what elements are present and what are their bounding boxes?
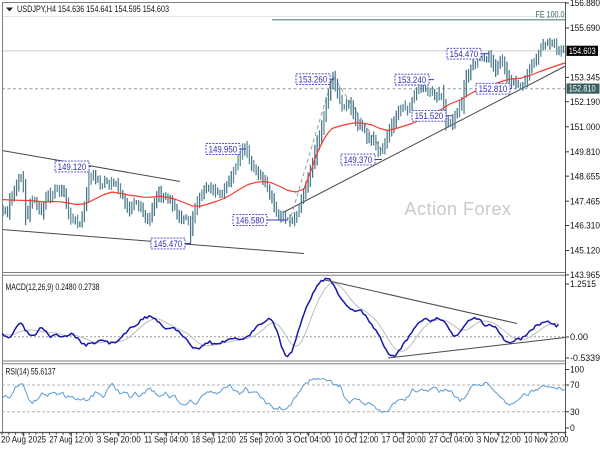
svg-text:20 Aug 2025: 20 Aug 2025 <box>1 435 46 445</box>
svg-text:30: 30 <box>570 407 580 417</box>
svg-text:-0.5339: -0.5339 <box>570 353 600 363</box>
svg-text:151.000: 151.000 <box>570 122 600 132</box>
svg-text:18 Sep 12:00: 18 Sep 12:00 <box>192 435 236 445</box>
svg-text:10 Nov 20:00: 10 Nov 20:00 <box>524 435 568 445</box>
svg-text:RSI(14) 55.6137: RSI(14) 55.6137 <box>6 367 56 377</box>
svg-text:155.690: 155.690 <box>570 23 600 33</box>
svg-text:154.603: 154.603 <box>569 46 596 56</box>
svg-text:146.580: 146.580 <box>236 215 265 225</box>
svg-text:70: 70 <box>570 380 580 390</box>
svg-text:FE 100.0: FE 100.0 <box>536 10 565 20</box>
svg-text:153.345: 153.345 <box>570 73 600 83</box>
svg-text:27 Oct 04:00: 27 Oct 04:00 <box>429 435 473 445</box>
svg-text:149.950: 149.950 <box>209 144 238 154</box>
svg-text:153.260: 153.260 <box>299 75 328 85</box>
svg-text:100: 100 <box>570 365 584 375</box>
svg-text:151.520: 151.520 <box>415 111 444 121</box>
svg-text:148.655: 148.655 <box>570 171 600 181</box>
svg-text:USDJPY,H4 154.636 154.641 154: USDJPY,H4 154.636 154.641 154.595 154.60… <box>17 4 169 15</box>
svg-text:Action Forex: Action Forex <box>404 199 511 219</box>
svg-text:1.2515: 1.2515 <box>570 279 596 289</box>
svg-text:145.470: 145.470 <box>154 239 183 249</box>
svg-text:11 Sep 04:00: 11 Sep 04:00 <box>144 435 188 445</box>
svg-text:3 Oct 04:00: 3 Oct 04:00 <box>287 435 331 445</box>
svg-text:152.810: 152.810 <box>479 84 508 94</box>
svg-text:10 Oct 12:00: 10 Oct 12:00 <box>334 435 378 445</box>
svg-text:17 Oct 20:00: 17 Oct 20:00 <box>382 435 426 445</box>
svg-text:149.120: 149.120 <box>58 162 87 172</box>
svg-text:0.00: 0.00 <box>570 332 588 342</box>
svg-text:3 Sep 20:00: 3 Sep 20:00 <box>97 435 141 445</box>
svg-text:145.120: 145.120 <box>570 246 600 256</box>
svg-text:0: 0 <box>570 423 575 433</box>
svg-text:152.190: 152.190 <box>570 97 600 107</box>
svg-text:152.810: 152.810 <box>569 84 596 94</box>
svg-text:MACD(12,26,9) 0.2480 0.2738: MACD(12,26,9) 0.2480 0.2738 <box>6 282 100 292</box>
svg-text:154.470: 154.470 <box>450 49 479 59</box>
svg-text:149.370: 149.370 <box>344 155 373 165</box>
svg-text:143.965: 143.965 <box>570 270 600 280</box>
svg-text:146.310: 146.310 <box>570 221 600 231</box>
svg-text:27 Aug 12:00: 27 Aug 12:00 <box>49 435 93 445</box>
svg-text:153.240: 153.240 <box>398 75 427 85</box>
svg-text:149.810: 149.810 <box>570 147 600 157</box>
svg-text:3 Nov 12:00: 3 Nov 12:00 <box>477 435 521 445</box>
svg-text:25 Sep 20:00: 25 Sep 20:00 <box>239 435 283 445</box>
svg-text:147.465: 147.465 <box>570 196 600 206</box>
svg-text:156.880: 156.880 <box>570 0 600 8</box>
